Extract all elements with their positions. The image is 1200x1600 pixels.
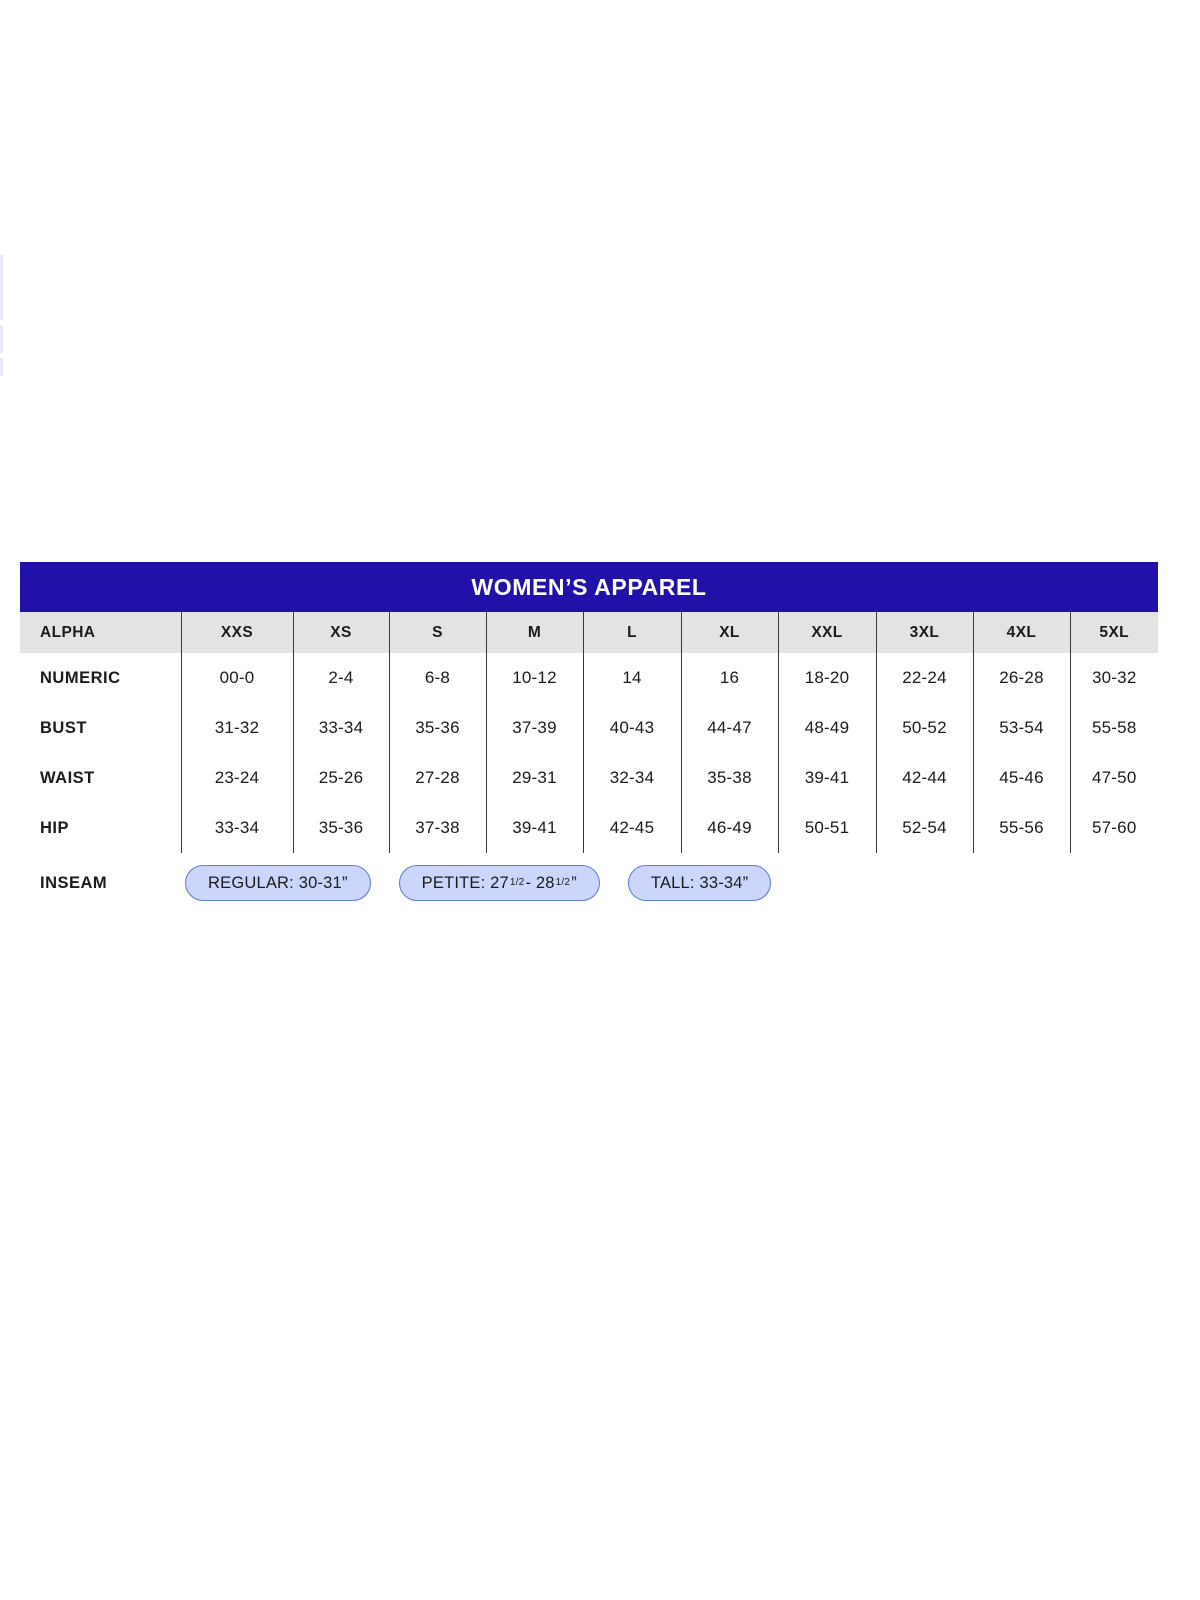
cell-bust-s: 35-36 — [388, 703, 486, 753]
column-header-3xl: 3XL — [875, 612, 973, 653]
inseam-option-regular[interactable]: REGULAR: 30-31” — [185, 865, 371, 901]
cell-hip-s: 37-38 — [388, 803, 486, 853]
cell-hip-3xl: 52-54 — [875, 803, 973, 853]
row-label-numeric: NUMERIC — [40, 668, 121, 687]
cell-numeric-xl: 16 — [680, 653, 778, 703]
column-header-m: M — [485, 612, 583, 653]
cell-bust-xs: 33-34 — [292, 703, 389, 753]
table-row-waist: WAIST 23-24 25-26 27-28 29-31 32-34 35-3… — [20, 753, 1158, 803]
column-header-l: L — [582, 612, 681, 653]
cell-bust-xl: 44-47 — [680, 703, 778, 753]
inseam-regular-text: REGULAR: 30-31” — [208, 873, 348, 892]
cell-hip-xs: 35-36 — [292, 803, 389, 853]
row-label-waist: WAIST — [40, 768, 95, 787]
table-row-bust: BUST 31-32 33-34 35-36 37-39 40-43 44-47… — [20, 703, 1158, 753]
cell-hip-xl: 46-49 — [680, 803, 778, 853]
column-header-xxs: XXS — [180, 612, 293, 653]
page-edge-artifact-2 — [0, 325, 3, 353]
cell-numeric-xxs: 00-0 — [180, 653, 293, 703]
cell-hip-5xl: 57-60 — [1069, 803, 1158, 853]
column-header-xxl: XXL — [777, 612, 876, 653]
size-chart: WOMEN’S APPAREL ALPHA XXS XS S M L XL XX… — [20, 562, 1158, 913]
table-row-hip: HIP 33-34 35-36 37-38 39-41 42-45 46-49 … — [20, 803, 1158, 853]
column-header-xs: XS — [292, 612, 389, 653]
table-header-row: ALPHA XXS XS S M L XL XXL 3XL 4XL 5XL — [20, 612, 1158, 653]
cell-numeric-xs: 2-4 — [292, 653, 389, 703]
column-header-xl: XL — [680, 612, 778, 653]
cell-waist-m: 29-31 — [485, 753, 583, 803]
inseam-petite-mid: - 28 — [525, 873, 555, 892]
cell-waist-xs: 25-26 — [292, 753, 389, 803]
cell-numeric-l: 14 — [582, 653, 681, 703]
cell-numeric-4xl: 26-28 — [972, 653, 1070, 703]
cell-hip-xxs: 33-34 — [180, 803, 293, 853]
chart-title-bar: WOMEN’S APPAREL — [20, 562, 1158, 612]
cell-waist-s: 27-28 — [388, 753, 486, 803]
cell-numeric-3xl: 22-24 — [875, 653, 973, 703]
cell-waist-4xl: 45-46 — [972, 753, 1070, 803]
cell-bust-l: 40-43 — [582, 703, 681, 753]
cell-numeric-5xl: 30-32 — [1069, 653, 1158, 703]
size-table: ALPHA XXS XS S M L XL XXL 3XL 4XL 5XL NU… — [20, 612, 1158, 913]
cell-hip-m: 39-41 — [485, 803, 583, 853]
cell-bust-xxs: 31-32 — [180, 703, 293, 753]
cell-hip-l: 42-45 — [582, 803, 681, 853]
cell-waist-3xl: 42-44 — [875, 753, 973, 803]
cell-waist-5xl: 47-50 — [1069, 753, 1158, 803]
table-row-inseam: INSEAM REGULAR: 30-31” PETITE: 27 1/2 - … — [20, 853, 1158, 913]
cell-numeric-s: 6-8 — [388, 653, 486, 703]
cell-hip-xxl: 50-51 — [777, 803, 876, 853]
cell-waist-xl: 35-38 — [680, 753, 778, 803]
cell-waist-xxl: 39-41 — [777, 753, 876, 803]
cell-numeric-m: 10-12 — [485, 653, 583, 703]
inseam-petite-prefix: PETITE: 27 — [421, 873, 509, 892]
cell-bust-5xl: 55-58 — [1069, 703, 1158, 753]
inseam-petite-suffix: ” — [571, 873, 577, 892]
inseam-options-cell: REGULAR: 30-31” PETITE: 27 1/2 - 28 1/2”… — [181, 853, 1158, 913]
inseam-option-tall[interactable]: TALL: 33-34” — [627, 865, 772, 901]
page-edge-artifact-3 — [0, 358, 3, 376]
column-header-4xl: 4XL — [972, 612, 1070, 653]
cell-waist-l: 32-34 — [582, 753, 681, 803]
inseam-option-petite[interactable]: PETITE: 27 1/2 - 28 1/2” — [398, 865, 600, 901]
cell-bust-3xl: 50-52 — [875, 703, 973, 753]
table-row-numeric: NUMERIC 00-0 2-4 6-8 10-12 14 16 18-20 2… — [20, 653, 1158, 703]
page-edge-artifact-1 — [0, 255, 3, 320]
row-label-bust: BUST — [40, 718, 87, 737]
column-header-s: S — [388, 612, 486, 653]
cell-hip-4xl: 55-56 — [972, 803, 1070, 853]
cell-numeric-xxl: 18-20 — [777, 653, 876, 703]
cell-bust-m: 37-39 — [485, 703, 583, 753]
cell-bust-xxl: 48-49 — [777, 703, 876, 753]
row-label-inseam: INSEAM — [40, 873, 108, 892]
column-header-5xl: 5XL — [1069, 612, 1158, 653]
cell-bust-4xl: 53-54 — [972, 703, 1070, 753]
row-label-hip: HIP — [40, 818, 70, 837]
cell-waist-xxs: 23-24 — [180, 753, 293, 803]
inseam-tall-text: TALL: 33-34” — [650, 873, 749, 892]
page-title: WOMEN’S APPAREL — [471, 573, 707, 600]
column-header-alpha: ALPHA — [40, 623, 96, 641]
